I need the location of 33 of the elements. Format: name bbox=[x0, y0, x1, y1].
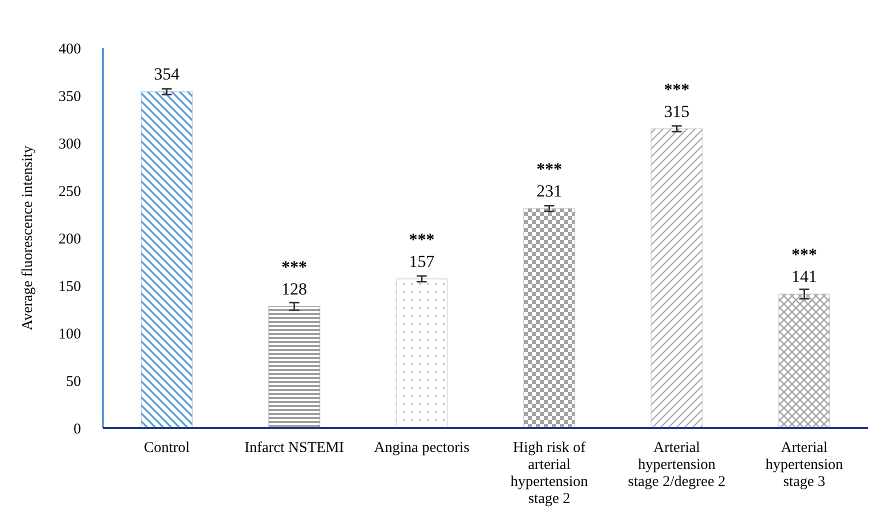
annotation: *** bbox=[536, 160, 562, 179]
x-tick-label: Angina pectoris bbox=[374, 440, 470, 456]
y-tick-label: 150 bbox=[58, 278, 81, 295]
data-label: 231 bbox=[536, 182, 562, 201]
bar bbox=[268, 306, 320, 428]
y-tick-label: 0 bbox=[74, 421, 81, 438]
bar bbox=[140, 91, 193, 428]
x-tick-label: High risk of arterial hypertension stage 2 bbox=[510, 440, 588, 507]
data-label: 157 bbox=[409, 252, 435, 271]
bar bbox=[778, 294, 830, 428]
annotation: *** bbox=[792, 245, 817, 264]
data-label: 315 bbox=[664, 102, 690, 121]
y-tick-label: 400 bbox=[58, 41, 81, 58]
y-tick-label: 300 bbox=[58, 136, 81, 152]
x-tick-label: Control bbox=[144, 440, 190, 456]
x-tick-label: Arterial hypertension stage 2/degree 2 bbox=[628, 440, 726, 490]
y-tick-label: 350 bbox=[58, 88, 81, 105]
y-tick-label: 100 bbox=[58, 326, 81, 342]
annotation: *** bbox=[282, 257, 307, 276]
y-tick-label: 250 bbox=[58, 184, 81, 200]
annotation: *** bbox=[664, 80, 690, 99]
bar bbox=[396, 278, 448, 428]
x-tick-label: Arterial hypertension stage 3 bbox=[766, 440, 844, 490]
y-tick-label: 200 bbox=[58, 231, 81, 248]
annotation: *** bbox=[409, 230, 434, 249]
data-label: 128 bbox=[282, 279, 307, 298]
y-tick-label: 50 bbox=[66, 374, 81, 390]
data-label: 141 bbox=[792, 267, 817, 286]
bar bbox=[523, 208, 576, 428]
bar bbox=[650, 128, 703, 428]
y-axis-title: Average fluorescence intensity bbox=[20, 145, 36, 330]
x-tick-label: Infarct NSTEMI bbox=[244, 440, 344, 456]
data-label: 354 bbox=[154, 64, 180, 84]
